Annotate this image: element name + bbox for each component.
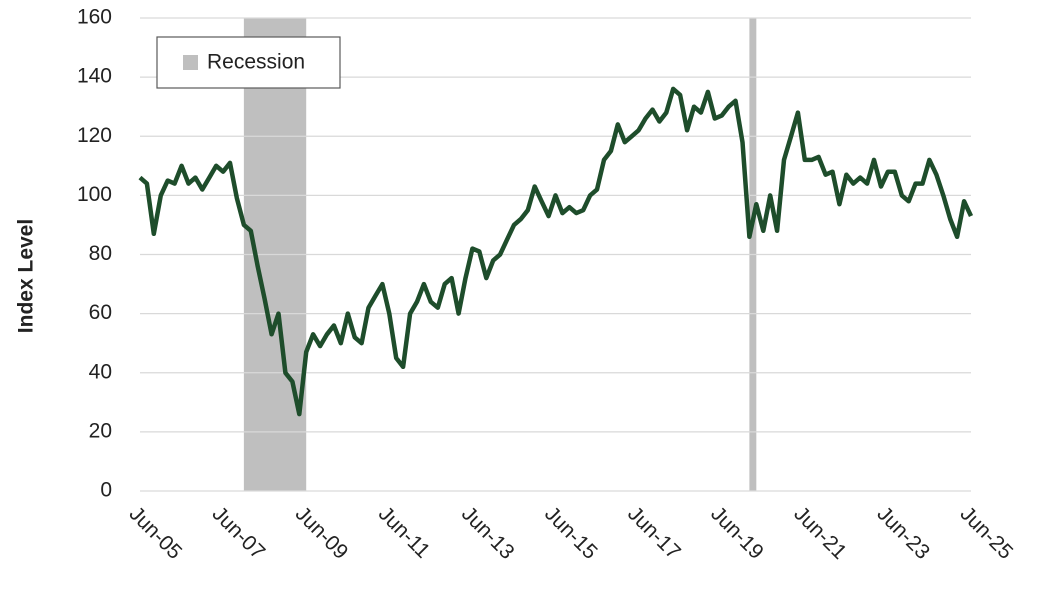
- y-tick-label: 40: [89, 360, 112, 383]
- line: [138, 86, 974, 417]
- legend-swatch: [183, 55, 198, 70]
- y-tick-label: 160: [77, 6, 112, 29]
- x-tick-label: Jun-13: [457, 502, 519, 564]
- legend-label: Recession: [207, 51, 305, 74]
- legend: Recession: [156, 36, 341, 89]
- x-tick-label: Jun-05: [125, 502, 187, 564]
- x-tick-label: Jun-23: [872, 502, 934, 564]
- y-tick-label: 140: [77, 65, 112, 88]
- x-tick-label: Jun-07: [208, 502, 270, 564]
- x-tick-label: Jun-25: [956, 502, 1018, 564]
- x-tick-label: Jun-19: [706, 502, 768, 564]
- y-tick-label: 80: [89, 242, 112, 265]
- y-axis-label: Index Level: [15, 219, 38, 333]
- x-tick-label: Jun-09: [291, 502, 353, 564]
- y-tick-label: 20: [89, 419, 112, 442]
- x-tick-label: Jun-15: [540, 502, 602, 564]
- y-tick-label: 120: [77, 124, 112, 147]
- x-tick-label: Jun-21: [789, 502, 851, 564]
- y-tick-label: 0: [100, 479, 112, 502]
- y-tick-label: 100: [77, 183, 112, 206]
- x-tick-label: Jun-17: [623, 502, 685, 564]
- y-tick-label: 60: [89, 301, 112, 324]
- x-tick-label: Jun-11: [374, 502, 435, 563]
